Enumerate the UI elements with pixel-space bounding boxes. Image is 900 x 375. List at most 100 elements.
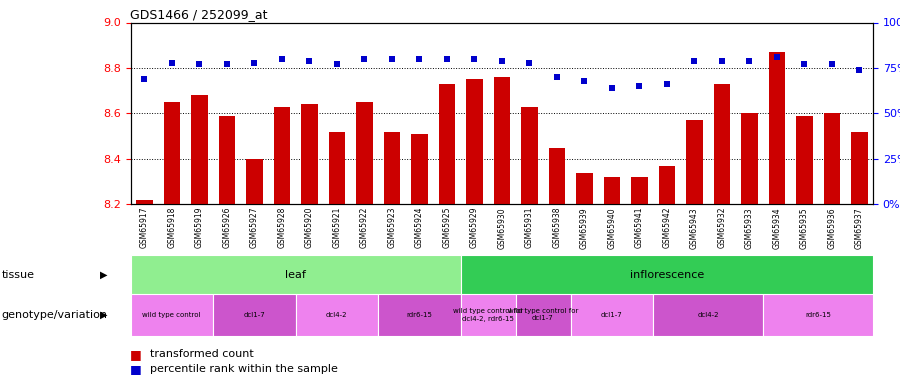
Bar [548,147,565,204]
Text: GSM65943: GSM65943 [689,207,698,249]
Point [329,62,344,68]
Point [495,58,509,64]
Text: tissue: tissue [2,270,35,280]
Text: transformed count: transformed count [150,350,254,359]
Point [550,74,564,80]
Text: dcl1-7: dcl1-7 [243,312,266,318]
Text: GSM65928: GSM65928 [277,207,286,248]
Text: GSM65935: GSM65935 [800,207,809,249]
Text: GSM65939: GSM65939 [580,207,589,249]
Text: GSM65932: GSM65932 [717,207,726,248]
Point [687,58,701,64]
Text: GSM65941: GSM65941 [634,207,644,248]
Text: inflorescence: inflorescence [630,270,704,280]
Point [742,58,756,64]
Text: GSM65922: GSM65922 [360,207,369,248]
Point [467,56,482,62]
Text: dcl1-7: dcl1-7 [601,312,623,318]
Text: GSM65920: GSM65920 [305,207,314,248]
Bar [493,77,510,204]
Text: rdr6-15: rdr6-15 [406,312,432,318]
Point [220,62,234,68]
Text: leaf: leaf [285,270,306,280]
Point [522,60,536,66]
Text: ■: ■ [130,348,146,361]
Point [192,62,206,68]
Text: GSM65926: GSM65926 [222,207,231,248]
Point [632,83,646,89]
Point [384,56,399,62]
Bar [516,294,571,336]
Text: GSM65921: GSM65921 [332,207,341,248]
Text: GSM65934: GSM65934 [772,207,781,249]
Text: GSM65929: GSM65929 [470,207,479,248]
Bar [631,177,647,204]
Text: wild type control for
dcl1-7: wild type control for dcl1-7 [508,309,578,321]
Bar [461,294,516,336]
Bar [411,134,428,204]
Text: GSM65917: GSM65917 [140,207,148,248]
Bar [356,102,373,204]
Bar [295,294,378,336]
Text: dcl4-2: dcl4-2 [326,312,347,318]
Bar [130,255,461,294]
Text: dcl4-2: dcl4-2 [698,312,719,318]
Point [577,78,591,84]
Bar [219,116,235,204]
Text: percentile rank within the sample: percentile rank within the sample [150,364,338,374]
Bar [763,294,873,336]
Point [357,56,372,62]
Text: GSM65930: GSM65930 [497,207,506,249]
Bar [576,172,592,204]
Point [302,58,317,64]
Text: ■: ■ [130,363,146,375]
Bar [213,294,295,336]
Bar [438,84,455,204]
Point [439,56,454,62]
Bar [461,255,873,294]
Text: GSM65918: GSM65918 [167,207,176,248]
Bar [164,102,180,204]
Bar [659,166,675,204]
Text: rdr6-15: rdr6-15 [806,312,831,318]
Bar [191,95,208,204]
Point [274,56,289,62]
Text: ▶: ▶ [100,310,107,320]
Text: GSM65924: GSM65924 [415,207,424,248]
Point [770,54,784,60]
Point [247,60,261,66]
Point [412,56,427,62]
Text: GSM65933: GSM65933 [745,207,754,249]
Text: GDS1466 / 252099_at: GDS1466 / 252099_at [130,8,268,21]
Text: GSM65937: GSM65937 [855,207,864,249]
Bar [714,84,730,204]
Text: GSM65940: GSM65940 [608,207,616,249]
Bar [824,113,840,204]
Point [824,62,839,68]
Point [797,62,812,68]
Bar [769,52,785,204]
Bar [466,80,482,204]
Text: ▶: ▶ [100,270,107,280]
Bar [130,294,213,336]
Point [137,76,151,82]
Bar [741,113,758,204]
Bar [604,177,620,204]
Bar [383,132,400,204]
Bar [274,106,290,204]
Point [715,58,729,64]
Bar [136,200,152,204]
Text: wild type control: wild type control [142,312,201,318]
Text: genotype/variation: genotype/variation [2,310,108,320]
Point [605,85,619,91]
Text: GSM65936: GSM65936 [827,207,836,249]
Bar [246,159,263,204]
Text: GSM65919: GSM65919 [194,207,203,248]
Point [852,67,867,73]
Bar [378,294,461,336]
Text: GSM65938: GSM65938 [553,207,562,248]
Bar [571,294,653,336]
Bar [328,132,345,204]
Text: GSM65927: GSM65927 [250,207,259,248]
Text: GSM65942: GSM65942 [662,207,671,248]
